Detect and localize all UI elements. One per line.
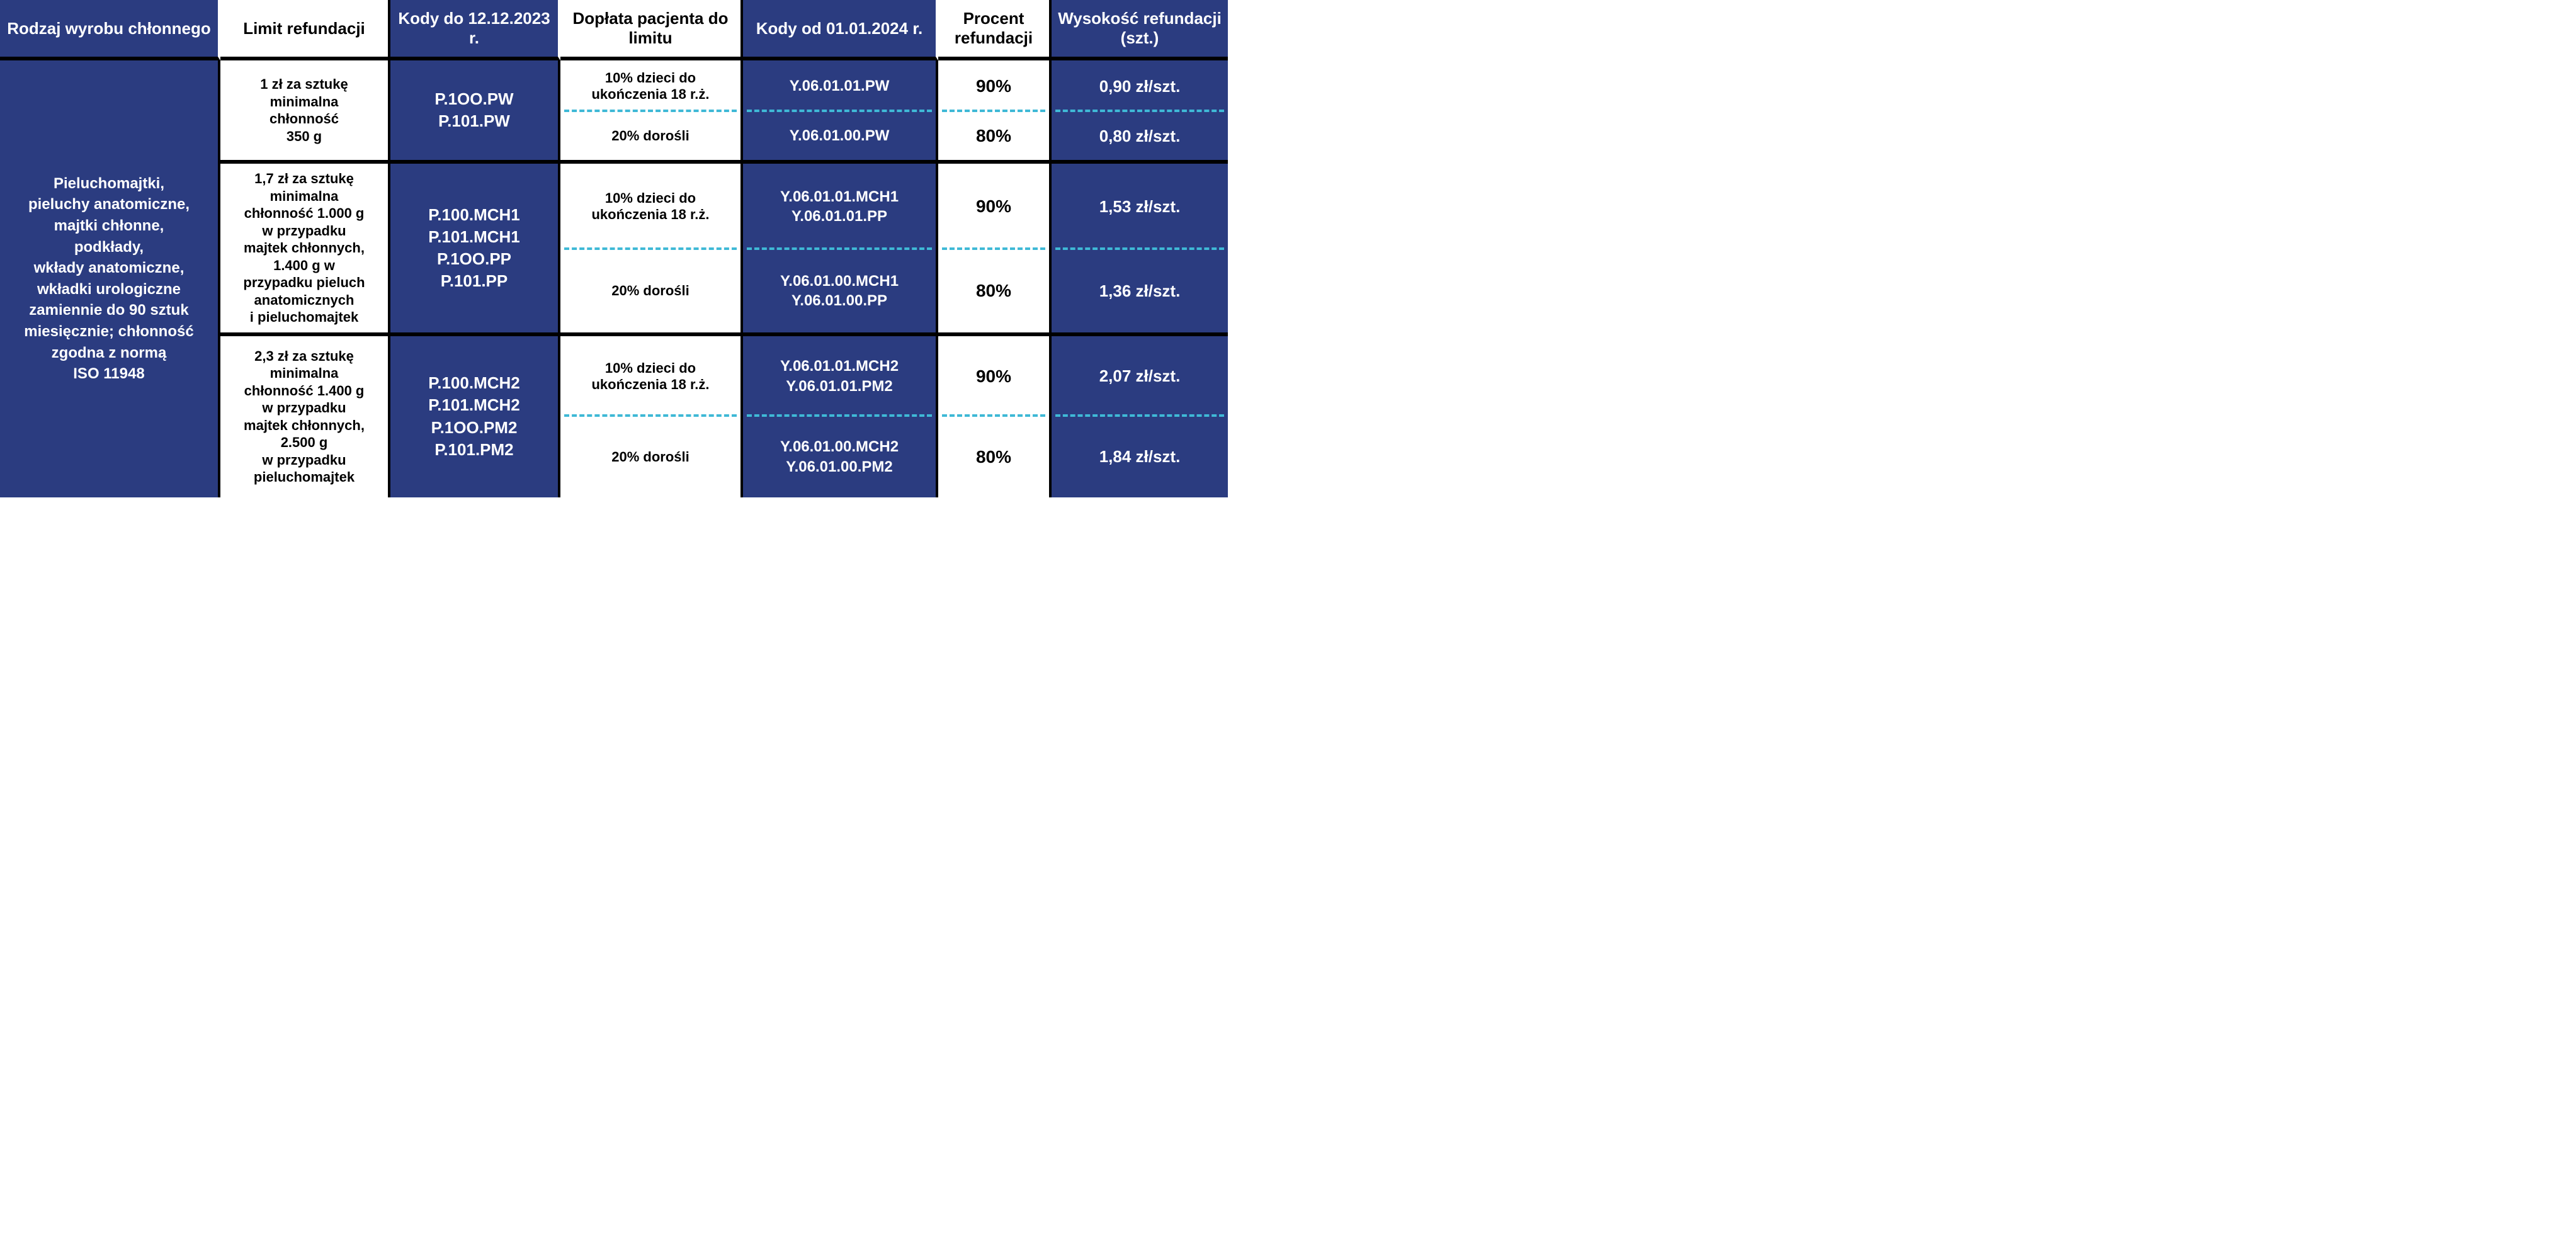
limit-1: 1 zł za sztukę minimalna chłonność 350 g (220, 60, 390, 164)
wys-3a: 2,07 zł/szt. (1052, 336, 1228, 417)
codes-new-1a: Y.06.01.01.PW (743, 60, 938, 112)
header-rodzaj: Rodzaj wyrobu chłonnego (0, 0, 220, 60)
codes-new-3a: Y.06.01.01.MCH2 Y.06.01.01.PM2 (743, 336, 938, 417)
doplata-3a: 10% dzieci do ukończenia 18 r.ż. (560, 336, 743, 417)
procent-3a: 90% (938, 336, 1052, 417)
codes-new-2b: Y.06.01.00.MCH1 Y.06.01.00.PP (743, 250, 938, 336)
rodzaj-cell: Pieluchomajtki, pieluchy anatomiczne, ma… (0, 60, 220, 497)
refund-table: Rodzaj wyrobu chłonnego Limit refundacji… (0, 0, 1228, 497)
procent-2b: 80% (938, 250, 1052, 336)
doplata-1a: 10% dzieci do ukończenia 18 r.ż. (560, 60, 743, 112)
limit-2: 1,7 zł za sztukę minimalna chłonność 1.0… (220, 164, 390, 336)
codes-old-3: P.100.MCH2 P.101.MCH2 P.1OO.PM2 P.101.PM… (390, 336, 560, 497)
wys-1b: 0,80 zł/szt. (1052, 112, 1228, 164)
wys-1a: 0,90 zł/szt. (1052, 60, 1228, 112)
header-kody-do: Kody do 12.12.2023 r. (390, 0, 560, 60)
procent-1a: 90% (938, 60, 1052, 112)
procent-2a: 90% (938, 164, 1052, 250)
wys-2a: 1,53 zł/szt. (1052, 164, 1228, 250)
doplata-2b: 20% dorośli (560, 250, 743, 336)
doplata-3b: 20% dorośli (560, 417, 743, 497)
header-kody-od: Kody od 01.01.2024 r. (743, 0, 938, 60)
header-limit: Limit refundacji (220, 0, 390, 60)
codes-new-2a: Y.06.01.01.MCH1 Y.06.01.01.PP (743, 164, 938, 250)
codes-old-2: P.100.MCH1 P.101.MCH1 P.1OO.PP P.101.PP (390, 164, 560, 336)
doplata-1b: 20% dorośli (560, 112, 743, 164)
header-wysokosc: Wysokość refundacji (szt.) (1052, 0, 1228, 60)
procent-3b: 80% (938, 417, 1052, 497)
wys-2b: 1,36 zł/szt. (1052, 250, 1228, 336)
header-procent: Procent refundacji (938, 0, 1052, 60)
codes-new-3b: Y.06.01.00.MCH2 Y.06.01.00.PM2 (743, 417, 938, 497)
codes-old-1: P.1OO.PW P.101.PW (390, 60, 560, 164)
wys-3b: 1,84 zł/szt. (1052, 417, 1228, 497)
codes-new-1b: Y.06.01.00.PW (743, 112, 938, 164)
doplata-2a: 10% dzieci do ukończenia 18 r.ż. (560, 164, 743, 250)
header-doplata: Dopłata pacjenta do limitu (560, 0, 743, 60)
procent-1b: 80% (938, 112, 1052, 164)
limit-3: 2,3 zł za sztukę minimalna chłonność 1.4… (220, 336, 390, 497)
